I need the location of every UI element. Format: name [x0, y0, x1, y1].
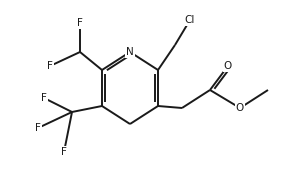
Text: O: O: [224, 61, 232, 71]
Text: Cl: Cl: [185, 15, 195, 25]
Text: N: N: [126, 47, 134, 57]
Text: F: F: [77, 18, 83, 28]
Text: O: O: [236, 103, 244, 113]
Text: F: F: [61, 147, 67, 157]
Text: F: F: [35, 123, 41, 133]
Text: F: F: [47, 61, 53, 71]
Text: F: F: [41, 93, 47, 103]
